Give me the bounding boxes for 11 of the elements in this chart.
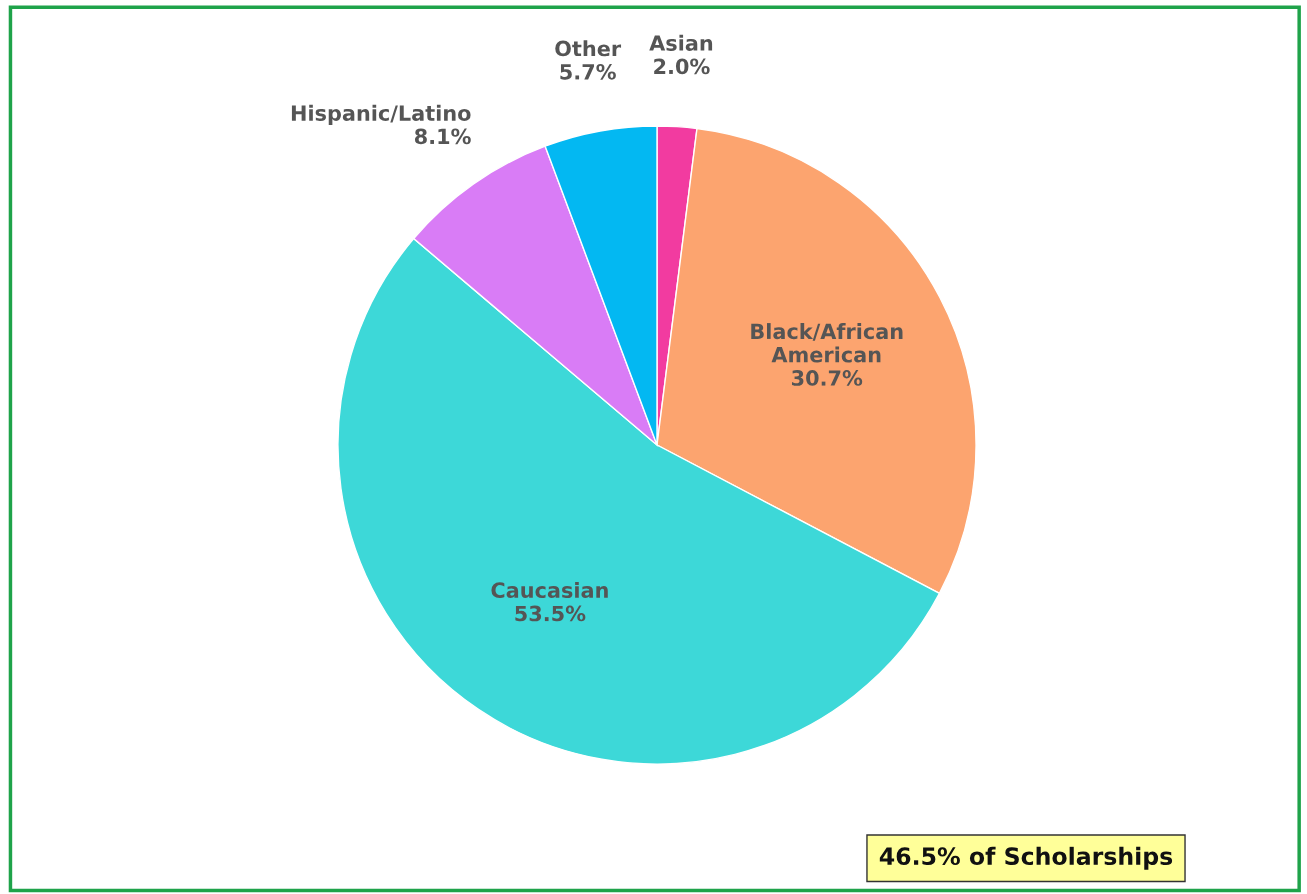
slice-label: Asian	[649, 34, 713, 51]
data-label: 30.7%	[791, 370, 863, 386]
slice-label: Black/African American	[751, 323, 903, 363]
slice-label: Hispanic/Latino	[291, 104, 471, 125]
slice-label: Other	[555, 40, 622, 57]
text: 46.5% of Scholarships	[879, 846, 1173, 870]
data-label: 2.0%	[654, 58, 710, 75]
data-label: 5.7%	[560, 63, 616, 80]
slice-label: Caucasian	[491, 581, 608, 599]
data-label: 53.5%	[515, 605, 586, 622]
data-label: 8.1%	[414, 128, 471, 145]
